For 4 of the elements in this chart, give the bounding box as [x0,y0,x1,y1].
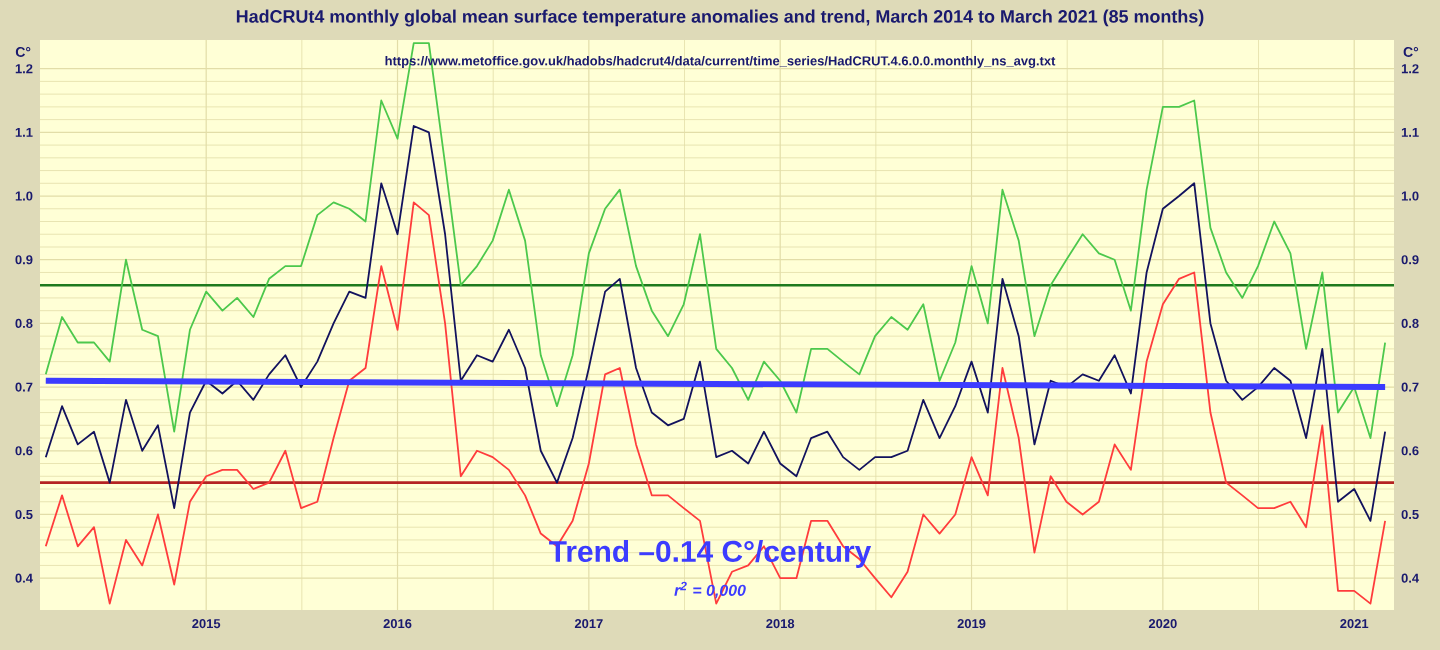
line-series [44,125,1387,522]
chart-title: HadCRUt4 monthly global mean surface temperature anomalies and trend, March 2014 to March 2021 (85 months) [236,9,1204,27]
line-series [44,42,1387,439]
line-series [44,201,1387,605]
